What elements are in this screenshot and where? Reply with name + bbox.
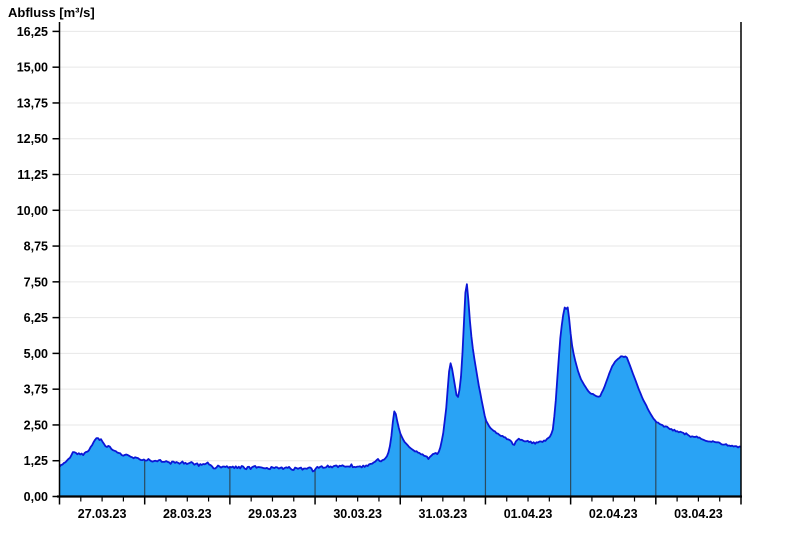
x-tick-label: 03.04.23: [674, 507, 723, 521]
discharge-curve: [58, 283, 742, 473]
y-tick-label: 2,50: [24, 418, 48, 432]
y-tick-label: 7,50: [24, 275, 48, 289]
y-tick-label: 3,75: [24, 383, 48, 397]
y-tick-label: 13,75: [17, 96, 48, 110]
y-tick-label: 8,75: [24, 240, 48, 254]
x-tick-label: 28.03.23: [163, 507, 212, 521]
y-tick-label: 6,25: [24, 311, 48, 325]
x-tick-label: 30.03.23: [333, 507, 382, 521]
y-tick-label: 12,50: [17, 132, 48, 146]
y-tick-label: 1,25: [24, 454, 48, 468]
y-tick-label: 16,25: [17, 25, 48, 39]
x-tick-label: 29.03.23: [248, 507, 297, 521]
x-tick-label: 02.04.23: [589, 507, 638, 521]
x-tick-label: 31.03.23: [419, 507, 468, 521]
y-tick-label: 15,00: [17, 61, 48, 75]
x-tick-label: 01.04.23: [504, 507, 553, 521]
chart-title: Abfluss [m³/s]: [8, 5, 95, 20]
y-tick-label: 10,00: [17, 204, 48, 218]
y-tick-label: 0,00: [24, 490, 48, 504]
x-tick-label: 27.03.23: [78, 507, 127, 521]
y-tick-label: 11,25: [17, 168, 48, 182]
y-tick-label: 5,00: [24, 347, 48, 361]
